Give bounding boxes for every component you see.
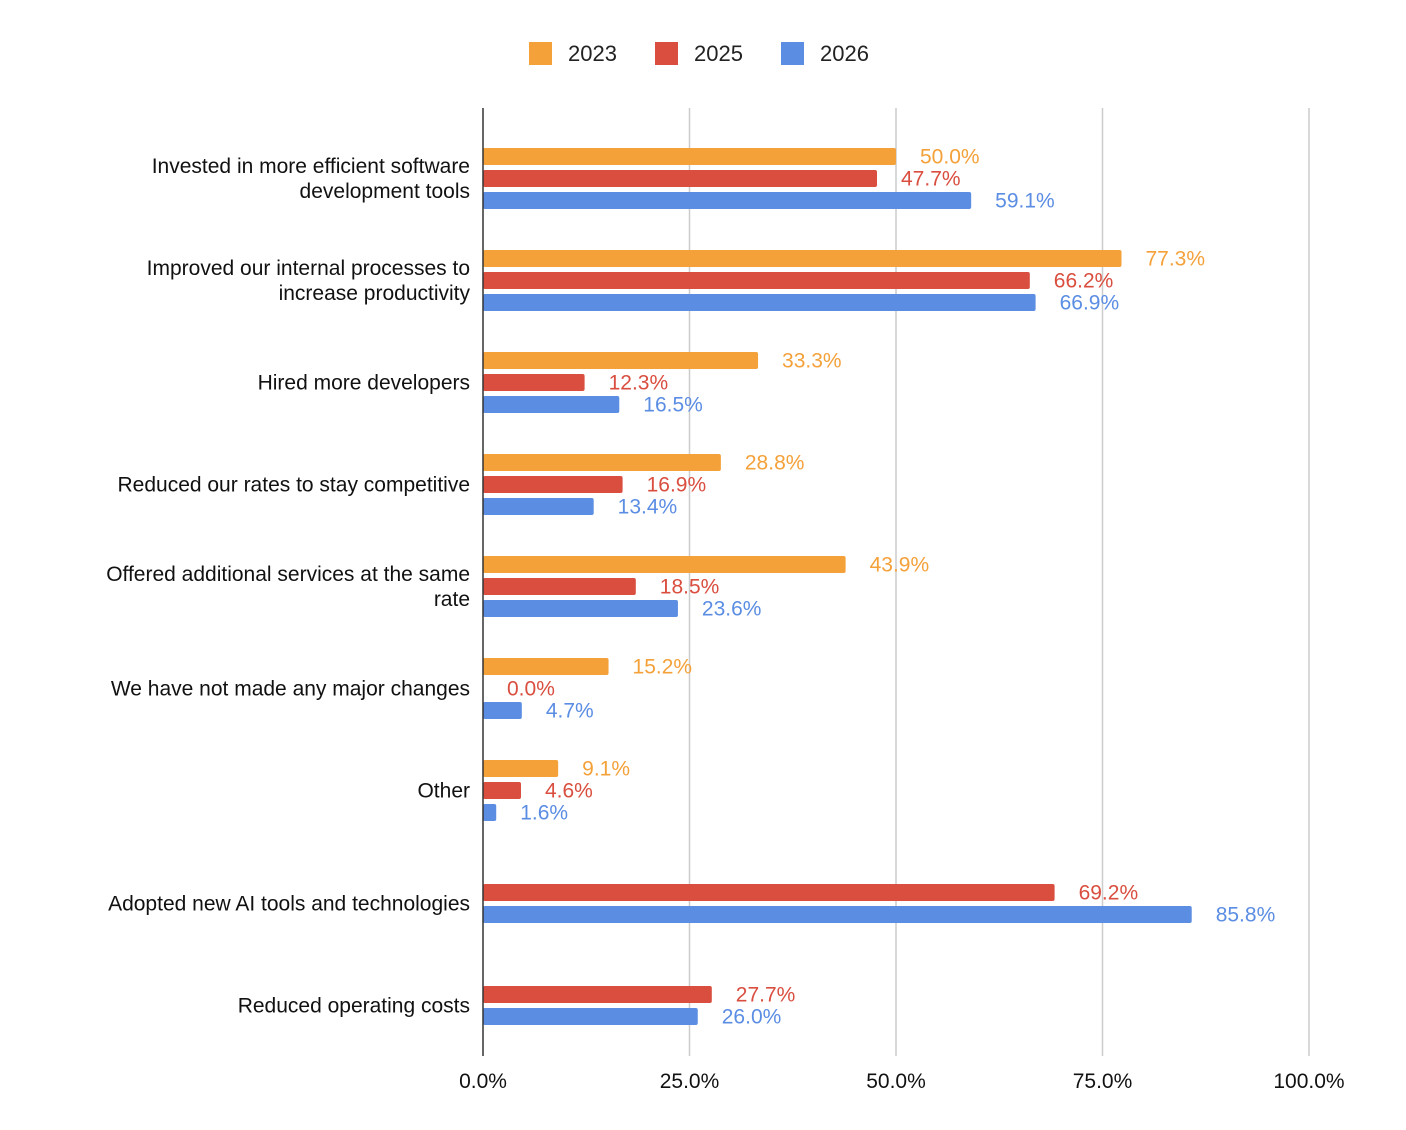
category-label-7: Adopted new AI tools and technologies <box>108 893 470 916</box>
category-label-5: We have not made any major changes <box>111 678 470 701</box>
bar-2026-cat-8 <box>483 1008 698 1025</box>
bars-layer <box>483 148 1192 1025</box>
category-label-2: Hired more developers <box>258 372 470 395</box>
bar-2026-cat-6 <box>483 804 497 821</box>
data-label-2025-cat-5: 0.0% <box>507 678 555 701</box>
category-label-8: Reduced operating costs <box>238 995 470 1018</box>
bar-2025-cat-1 <box>483 272 1030 289</box>
data-label-2025-cat-7: 69.2% <box>1079 882 1139 905</box>
legend-swatch-2026 <box>781 42 804 65</box>
legend-swatch-2023 <box>529 42 552 65</box>
bar-2023-cat-0 <box>483 148 896 165</box>
category-label-1: Improved our internal processes to increa… <box>147 257 471 305</box>
legend-label-2023: 2023 <box>568 41 617 66</box>
data-label-2026-cat-3: 13.4% <box>618 496 678 519</box>
legend-label-2026: 2026 <box>820 41 869 66</box>
data-label-2023-cat-6: 9.1% <box>582 758 630 781</box>
category-label-6: Other <box>417 780 470 803</box>
data-label-2025-cat-1: 66.2% <box>1054 270 1114 293</box>
category-label-0: Invested in more efficient software devel… <box>152 155 470 203</box>
data-label-2025-cat-3: 16.9% <box>647 474 707 497</box>
data-label-2026-cat-7: 85.8% <box>1216 904 1276 927</box>
bar-2025-cat-2 <box>483 374 585 391</box>
data-label-2025-cat-4: 18.5% <box>660 576 720 599</box>
x-tick-label-2: 50.0% <box>866 1070 926 1093</box>
data-label-2026-cat-0: 59.1% <box>995 190 1055 213</box>
data-label-2025-cat-2: 12.3% <box>609 372 669 395</box>
data-label-2026-cat-5: 4.7% <box>546 700 594 723</box>
data-label-2023-cat-1: 77.3% <box>1145 248 1205 271</box>
bar-2026-cat-5 <box>483 702 522 719</box>
data-label-2023-cat-4: 43.9% <box>870 554 930 577</box>
bar-2023-cat-6 <box>483 760 559 777</box>
bar-2023-cat-5 <box>483 658 609 675</box>
data-label-2026-cat-1: 66.9% <box>1060 292 1120 315</box>
x-tick-label-3: 75.0% <box>1073 1070 1133 1093</box>
bar-2026-cat-7 <box>483 906 1192 923</box>
bar-2026-cat-3 <box>483 498 594 515</box>
data-label-2026-cat-8: 26.0% <box>722 1006 782 1029</box>
bar-2025-cat-0 <box>483 170 878 187</box>
bar-2025-cat-6 <box>483 782 521 799</box>
data-label-2026-cat-6: 1.6% <box>520 802 568 825</box>
data-label-2026-cat-2: 16.5% <box>643 394 703 417</box>
legend-swatch-2025 <box>655 42 678 65</box>
x-tick-label-4: 100.0% <box>1273 1070 1344 1093</box>
data-label-2025-cat-8: 27.7% <box>736 984 796 1007</box>
bar-2025-cat-7 <box>483 884 1055 901</box>
bar-2023-cat-4 <box>483 556 846 573</box>
data-label-2026-cat-4: 23.6% <box>702 598 762 621</box>
data-label-2023-cat-3: 28.8% <box>745 452 805 475</box>
labels-layer: 50.0%47.7% 59.1% Invested in more efficien… <box>106 146 1275 1029</box>
x-tick-label-0: 0.0% <box>459 1070 507 1093</box>
category-label-4: Offered additional services at the same r… <box>106 563 470 611</box>
data-label-2023-cat-0: 50.0% <box>920 146 980 169</box>
data-label-2025-cat-6: 4.6% <box>545 780 593 803</box>
bar-2026-cat-2 <box>483 396 620 413</box>
bar-2025-cat-4 <box>483 578 636 595</box>
bar-2023-cat-3 <box>483 454 721 471</box>
bar-2025-cat-8 <box>483 986 712 1003</box>
legend: 2023 2025 2026 <box>529 41 869 66</box>
bar-2023-cat-1 <box>483 250 1122 267</box>
x-tick-label-1: 25.0% <box>660 1070 720 1093</box>
category-label-3: Reduced our rates to stay competitive <box>117 474 470 497</box>
bar-2026-cat-1 <box>483 294 1036 311</box>
legend-label-2025: 2025 <box>694 41 743 66</box>
bar-2026-cat-0 <box>483 192 972 209</box>
bar-2023-cat-2 <box>483 352 759 369</box>
axis-layer: 0.0% 25.0% 50.0% 75.0% 100.0% <box>459 108 1345 1093</box>
bar-2025-cat-3 <box>483 476 623 493</box>
data-label-2023-cat-2: 33.3% <box>782 350 842 373</box>
data-label-2025-cat-0: 47.7% <box>901 168 961 191</box>
data-label-2023-cat-5: 15.2% <box>633 656 693 679</box>
bar-2026-cat-4 <box>483 600 678 617</box>
